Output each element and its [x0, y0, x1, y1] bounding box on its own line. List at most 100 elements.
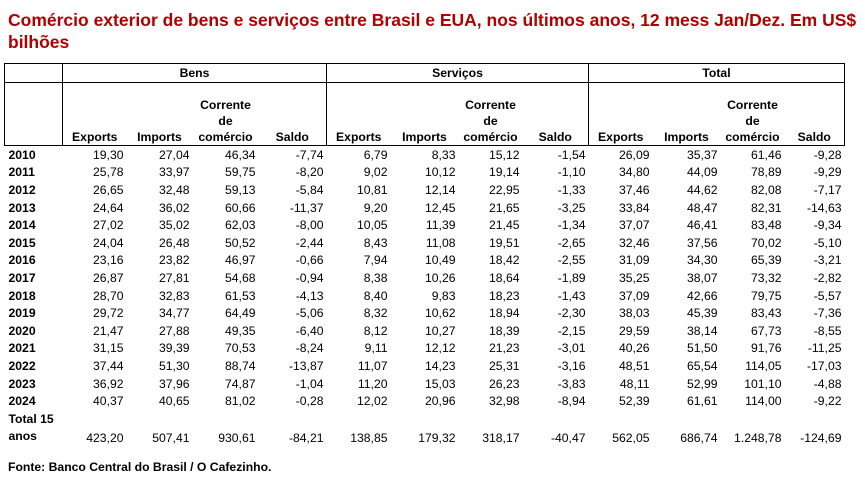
row-year: 2019 — [8, 306, 36, 321]
value-cell: 19,51 — [489, 235, 520, 250]
value-cell: -8,24 — [295, 341, 324, 356]
value-cell: 31,15 — [93, 341, 124, 356]
row-year: 2012 — [8, 182, 36, 197]
value-cell: -4,88 — [813, 376, 842, 391]
value-cell: -1,54 — [557, 147, 586, 162]
col-exports: Exports — [588, 82, 653, 146]
value-cell: 21,45 — [489, 218, 520, 233]
col-corrente: Corrente de comércio — [458, 82, 523, 146]
value-cell: 101,10 — [744, 376, 782, 391]
col-corrente: Corrente de comércio — [192, 82, 259, 146]
value-cell: 10,27 — [425, 323, 456, 338]
value-cell: 38,14 — [687, 323, 718, 338]
col-saldo: Saldo — [784, 82, 845, 146]
value-cell: 11,39 — [425, 218, 456, 233]
value-cell: 24,64 — [93, 200, 124, 215]
value-cell: -7,36 — [813, 306, 842, 321]
value-cell: 9,11 — [364, 341, 388, 356]
page-title: Comércio exterior de bens e serviços ent… — [8, 10, 857, 52]
total-value-cell: 562,05 — [612, 430, 650, 445]
value-cell: 52,99 — [687, 376, 718, 391]
value-cell: -2,55 — [557, 253, 586, 268]
corner-cell-sub — [4, 82, 63, 146]
value-cell: -1,89 — [557, 270, 586, 285]
value-cell: 35,02 — [159, 218, 190, 233]
value-cell: -1,04 — [295, 376, 324, 391]
table-row: 2019 29,72 34,77 64,49 -5,06 8,32 10,62 18,94 -2… — [5, 304, 845, 322]
col-imports: Imports — [126, 82, 193, 146]
row-year: 2013 — [8, 200, 36, 215]
value-cell: 10,05 — [357, 218, 388, 233]
value-cell: 26,65 — [93, 182, 124, 197]
value-cell: -8,94 — [557, 394, 586, 409]
value-cell: 54,68 — [225, 270, 256, 285]
value-cell: 34,80 — [619, 165, 650, 180]
value-cell: -1,33 — [557, 182, 586, 197]
value-cell: 8,38 — [363, 270, 388, 285]
value-cell: 48,47 — [687, 200, 718, 215]
value-cell: -8,20 — [295, 165, 324, 180]
value-cell: 37,07 — [619, 218, 650, 233]
table-row: 2013 24,64 36,02 60,66 -11,37 9,20 12,45 21,65 -… — [5, 199, 845, 217]
value-cell: 18,23 — [489, 288, 520, 303]
value-cell: 8,33 — [431, 147, 456, 162]
value-cell: 70,53 — [225, 341, 256, 356]
row-year: 2023 — [8, 376, 36, 391]
table-row: 2018 28,70 32,83 61,53 -4,13 8,40 9,83 18,23 -1,… — [5, 287, 845, 305]
value-cell: 9,02 — [363, 165, 388, 180]
value-cell: 18,64 — [489, 270, 520, 285]
total-value-cell: 138,85 — [350, 430, 388, 445]
value-cell: 19,14 — [489, 165, 520, 180]
total-value-cell: -84,21 — [288, 430, 324, 445]
value-cell: -0,28 — [295, 394, 324, 409]
value-cell: 25,78 — [93, 165, 124, 180]
value-cell: 59,13 — [225, 182, 256, 197]
value-cell: 42,66 — [687, 288, 718, 303]
value-cell: 83,48 — [751, 218, 782, 233]
value-cell: 59,75 — [225, 165, 256, 180]
value-cell: -11,25 — [807, 341, 842, 356]
value-cell: 8,43 — [363, 235, 388, 250]
col-imports: Imports — [390, 82, 459, 146]
value-cell: 28,70 — [93, 288, 124, 303]
value-cell: 114,05 — [745, 358, 782, 373]
row-year: 2016 — [8, 253, 36, 268]
value-cell: 88,74 — [225, 358, 256, 373]
value-cell: 37,46 — [619, 182, 650, 197]
value-cell: -2,30 — [557, 306, 586, 321]
total-label: Total 15 anos — [5, 410, 63, 447]
value-cell: 48,11 — [619, 376, 650, 391]
value-cell: 65,54 — [687, 358, 718, 373]
col-exports: Exports — [62, 82, 127, 146]
value-cell: 24,04 — [93, 235, 124, 250]
value-cell: 51,30 — [159, 358, 190, 373]
value-cell: 10,12 — [425, 165, 456, 180]
value-cell: 61,53 — [225, 288, 256, 303]
value-cell: 67,73 — [751, 323, 782, 338]
value-cell: 32,98 — [489, 394, 520, 409]
value-cell: 46,34 — [225, 147, 256, 162]
value-cell: 82,31 — [751, 200, 782, 215]
value-cell: 64,49 — [225, 306, 256, 321]
value-cell: 35,37 — [687, 147, 718, 162]
value-cell: 8,40 — [363, 288, 388, 303]
value-cell: 48,51 — [619, 358, 650, 373]
value-cell: 81,02 — [225, 394, 256, 409]
value-cell: -7,74 — [295, 147, 324, 162]
value-cell: 61,61 — [687, 394, 718, 409]
total-value-cell: 1.248,78 — [734, 430, 782, 445]
value-cell: 18,39 — [489, 323, 520, 338]
value-cell: 27,04 — [159, 147, 190, 162]
value-cell: 27,81 — [159, 270, 190, 285]
value-cell: 10,26 — [425, 270, 456, 285]
table-body: 2010 19,30 27,04 46,34 -7,74 6,79 8,33 15,12 -1,… — [5, 146, 845, 447]
value-cell: 65,39 — [751, 253, 782, 268]
value-cell: 32,46 — [619, 235, 650, 250]
table-row: 2010 19,30 27,04 46,34 -7,74 6,79 8,33 15,12 -1,… — [5, 146, 845, 164]
table-row: 2023 36,92 37,96 74,87 -1,04 11,20 15,03 26,23 -… — [5, 375, 845, 393]
value-cell: 34,30 — [687, 253, 718, 268]
value-cell: -3,83 — [557, 376, 586, 391]
value-cell: 37,96 — [159, 376, 190, 391]
row-year: 2014 — [8, 218, 36, 233]
value-cell: 10,62 — [425, 306, 456, 321]
